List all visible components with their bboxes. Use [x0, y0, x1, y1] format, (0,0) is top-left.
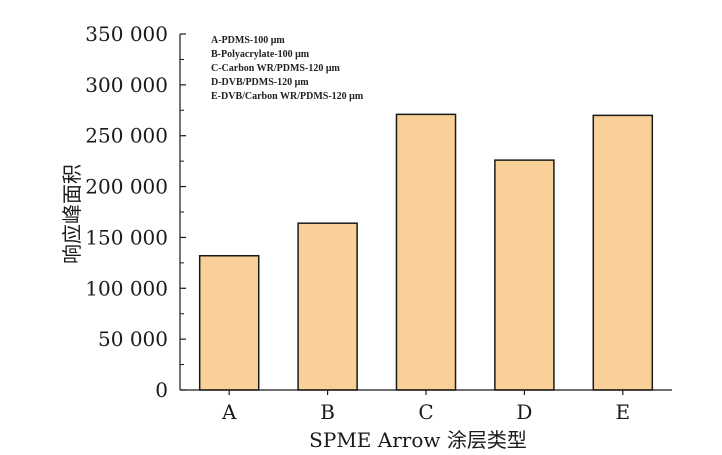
legend-entry-d: D-DVB/PDMS-120 μm	[211, 77, 309, 88]
y-tick-label: 300 000	[85, 73, 168, 97]
bar-b	[297, 222, 358, 391]
legend-entry-b: B-Polyacrylate-100 μm	[211, 49, 310, 60]
x-axis-label: SPME Arrow 涂层类型	[309, 428, 527, 452]
y-axis-label: 响应峰面积	[60, 164, 84, 264]
x-tick-label-b: B	[320, 400, 335, 424]
bar-a	[198, 254, 260, 391]
legend-entry-a: A-PDMS-100 μm	[211, 35, 285, 46]
legend-entry-e: E-DVB/Carbon WR/PDMS-120 μm	[211, 91, 364, 102]
y-tick-label: 150 000	[85, 225, 168, 249]
x-tick-label-e: E	[615, 400, 630, 424]
y-tick-label: 100 000	[85, 276, 168, 300]
x-tick-label-a: A	[221, 400, 237, 424]
bars	[198, 113, 654, 391]
bar-c	[395, 113, 457, 391]
y-tick-label: 200 000	[85, 175, 168, 199]
y-tick-label: 0	[155, 378, 168, 402]
x-axis-ticks: A B C D E	[221, 390, 630, 424]
x-tick-label-c: C	[418, 400, 433, 424]
bar-e	[592, 114, 654, 391]
bar-d	[494, 159, 555, 391]
y-axis-ticks: 0 50 000 100 000 150 000 200 000 250 000 300 0…	[85, 22, 186, 402]
y-tick-label: 350 000	[85, 22, 168, 46]
legend: A-PDMS-100 μm B-Polyacrylate-100 μm C-Ca…	[211, 35, 364, 102]
y-tick-label: 50 000	[98, 327, 168, 351]
y-tick-label: 250 000	[85, 124, 168, 148]
x-tick-label-d: D	[516, 400, 532, 424]
legend-entry-c: C-Carbon WR/PDMS-120 μm	[211, 63, 340, 74]
